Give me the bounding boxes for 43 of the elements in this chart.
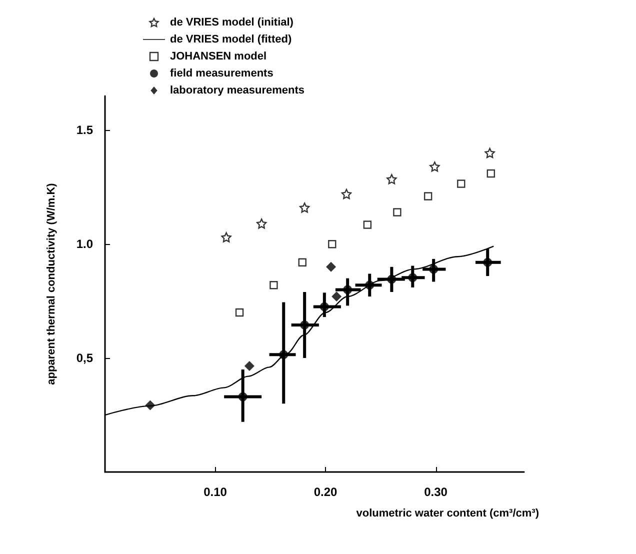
point xyxy=(256,218,267,229)
point xyxy=(386,174,397,184)
y-tick-label: 1.5 xyxy=(76,123,94,138)
legend-label: field measurements xyxy=(170,68,274,80)
point xyxy=(299,202,310,213)
point xyxy=(424,192,432,200)
point xyxy=(387,274,396,284)
y-tick-label: 1.0 xyxy=(76,237,94,252)
point xyxy=(332,292,342,302)
point xyxy=(221,232,232,242)
point xyxy=(145,400,156,410)
legend-label: JOHANSEN model xyxy=(170,50,267,62)
legend-label: de VRIES model (fitted) xyxy=(170,34,292,46)
point xyxy=(457,180,466,188)
point xyxy=(300,320,310,330)
point xyxy=(393,208,402,216)
point xyxy=(235,308,244,317)
x-axis-title: volumetric water content (cm³/cm³) xyxy=(356,508,540,520)
point xyxy=(244,361,254,372)
point xyxy=(486,169,496,178)
legend-label: de VRIES model (initial) xyxy=(170,16,294,28)
x-tick-label: 0.10 xyxy=(204,485,228,499)
point xyxy=(363,220,372,229)
point xyxy=(328,240,336,248)
x-tick-label: 0.20 xyxy=(314,485,338,499)
point xyxy=(430,162,440,172)
point xyxy=(326,262,336,272)
point xyxy=(365,280,374,290)
legend-label: laboratory measurements xyxy=(170,84,304,96)
point xyxy=(320,302,329,312)
point xyxy=(238,392,248,402)
point xyxy=(483,258,492,267)
point xyxy=(429,264,438,274)
point xyxy=(343,285,352,294)
point xyxy=(298,258,306,266)
point xyxy=(408,273,418,282)
point xyxy=(484,148,495,158)
point xyxy=(270,281,278,290)
point xyxy=(341,188,352,200)
point xyxy=(279,350,288,360)
y-axis-title: apparent thermal conductivity (W/m.K) xyxy=(46,182,58,385)
y-tick-label: 0,5 xyxy=(76,351,94,366)
x-tick-label: 0.30 xyxy=(424,485,448,499)
